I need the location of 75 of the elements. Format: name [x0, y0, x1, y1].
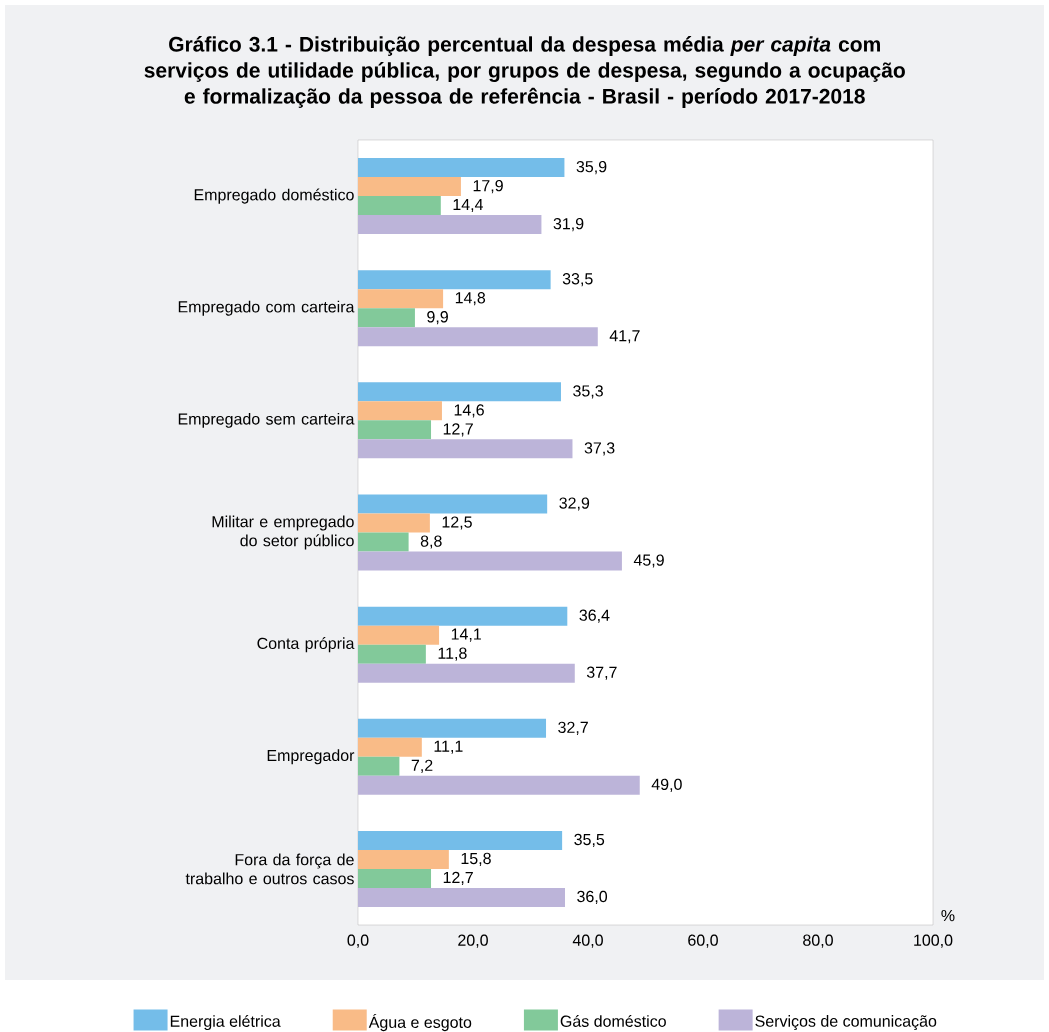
- bar: [358, 737, 422, 757]
- data-label: 49,0: [651, 778, 682, 792]
- x-tick-label: 0,0: [347, 934, 369, 948]
- data-label: 32,9: [559, 497, 590, 511]
- data-label: 14,1: [451, 628, 481, 642]
- data-label: 12,7: [443, 871, 473, 886]
- bar: [358, 308, 415, 328]
- legend-label: Gás doméstico: [560, 1014, 666, 1027]
- bar: [358, 644, 426, 664]
- y-tick-label: Empregado doméstico: [194, 188, 354, 204]
- bar: [358, 718, 547, 738]
- legend-label: Serviços de comunicação: [755, 1015, 937, 1031]
- bar: [358, 270, 551, 290]
- data-label: 11,1: [434, 740, 463, 754]
- bar: [358, 177, 461, 197]
- bar: [358, 775, 640, 795]
- y-tick-label: Empregado com carteira: [178, 300, 355, 316]
- data-label: 41,7: [609, 330, 640, 344]
- data-label: 35,9: [576, 160, 607, 175]
- data-label: 35,3: [573, 385, 603, 399]
- data-label: 12,7: [443, 423, 473, 437]
- y-tick-label: Militar e empregado do setor público: [212, 515, 354, 550]
- bar: [358, 868, 432, 888]
- data-label: 45,9: [633, 554, 664, 568]
- x-tick-label: 20,0: [458, 934, 488, 948]
- bar: [358, 420, 432, 440]
- y-tick-label: Fora da força de trabalho e outros casos: [185, 853, 354, 885]
- legend-label: Água e esgoto: [368, 1013, 472, 1032]
- bar: [358, 158, 565, 178]
- bar: [358, 494, 548, 514]
- y-tick-label: Empregado sem carteira: [178, 412, 355, 428]
- data-label: 17,9: [473, 179, 503, 194]
- bar: [358, 513, 430, 533]
- bar: [358, 532, 409, 552]
- bar: [358, 887, 566, 907]
- chart-title: Gráfico 3.1 - Distribuição percentual da despesa média per capita com serviços de utilidade pública, por grupos de despesa, segundo a ocupação e formalização da pessoa de referência - Brasil - período 2017-2018: [144, 36, 905, 108]
- bar: [358, 663, 575, 683]
- legend-label: Energia elétrica: [170, 1014, 281, 1031]
- data-label: 9,9: [427, 311, 448, 325]
- bar: [358, 289, 444, 309]
- x-tick-label: 40,0: [572, 934, 603, 948]
- x-tick-label: 100,0: [914, 934, 953, 948]
- data-label: 37,3: [584, 442, 615, 456]
- data-label: 11,8: [438, 647, 467, 661]
- bar: [358, 830, 563, 850]
- y-tick-label: Conta própria: [257, 637, 355, 653]
- data-label: 14,8: [455, 292, 486, 306]
- bar: [358, 196, 441, 216]
- data-label: 31,9: [553, 217, 584, 232]
- data-label: 14,6: [454, 404, 484, 418]
- data-label: 7,2: [411, 759, 433, 773]
- bar: [358, 401, 442, 421]
- bar: [358, 215, 542, 235]
- bar: [358, 625, 440, 645]
- bar: [358, 551, 622, 571]
- data-label: 36,0: [577, 890, 608, 905]
- data-label: 15,8: [461, 852, 491, 867]
- bar: [358, 849, 449, 869]
- x-tick-label: 80,0: [803, 934, 833, 948]
- bar: [358, 756, 400, 776]
- data-label: 35,5: [574, 833, 605, 848]
- data-label: 14,4: [453, 199, 483, 213]
- data-label: 37,7: [586, 666, 617, 680]
- data-label: 8,8: [420, 535, 442, 549]
- x-tick-label: 60,0: [688, 934, 718, 948]
- bar: [358, 327, 598, 347]
- y-tick-label: Empregador: [267, 749, 355, 765]
- bar: [358, 606, 568, 626]
- data-label: 36,4: [579, 609, 610, 623]
- data-label: 12,5: [442, 516, 472, 530]
- bar: [358, 382, 561, 402]
- data-label: 32,7: [558, 721, 588, 735]
- bar: [358, 439, 573, 459]
- x-axis-title: %: [941, 909, 955, 922]
- data-label: 33,5: [562, 273, 593, 287]
